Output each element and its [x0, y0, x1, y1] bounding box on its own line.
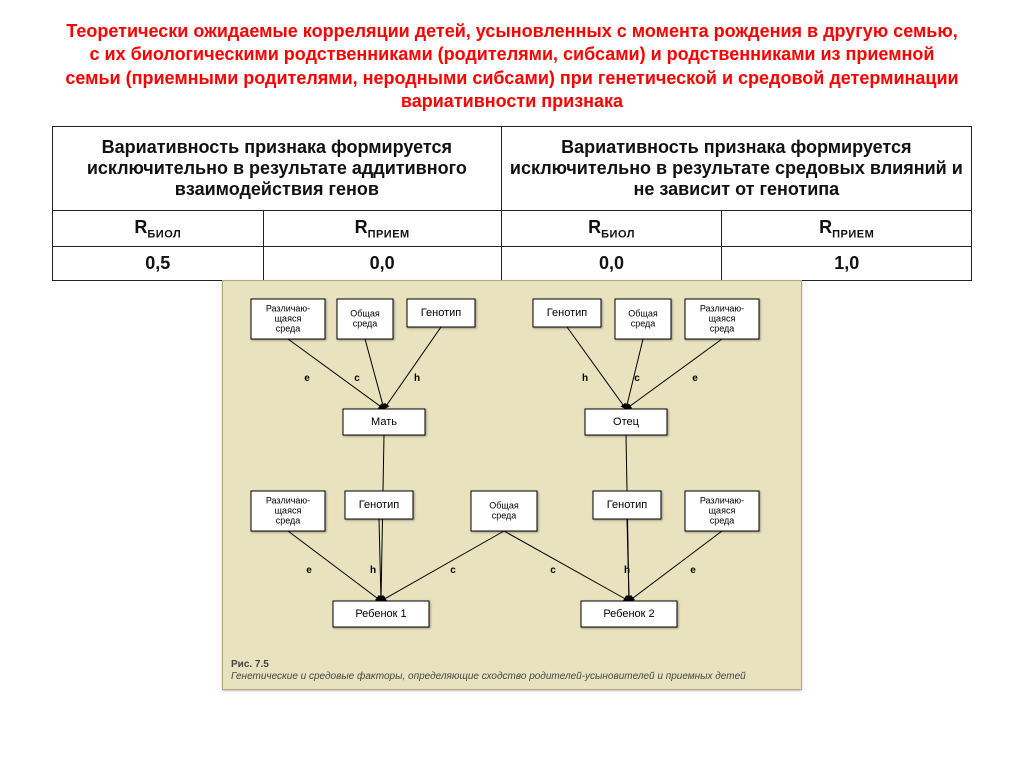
- edge-label-c: c: [354, 373, 360, 384]
- correlations-table: Вариативность признака формируется исклю…: [52, 126, 972, 282]
- val-gen-biol: 0,5: [53, 247, 264, 281]
- node-label-p_shared_m: среда: [353, 319, 378, 329]
- edge-label-e: e: [304, 373, 310, 384]
- edge-p_diff_m-mother: [288, 339, 384, 409]
- node-label-c_gen_2: Генотип: [607, 499, 647, 511]
- edge-label-h: h: [582, 373, 588, 384]
- edge-c_shared-child1: [381, 531, 504, 601]
- label-r-biol-2: RБИОЛ: [501, 210, 722, 247]
- edge-label-e: e: [692, 373, 698, 384]
- val-gen-priem: 0,0: [263, 247, 501, 281]
- node-label-p_diff_f: щаяся: [709, 314, 736, 324]
- node-label-c_diff_2: щаяся: [709, 506, 736, 516]
- path-diagram: Различаю-щаясясредаОбщаясредаГенотипГено…: [222, 280, 802, 690]
- page-title: Теоретически ожидаемые корреляции детей,…: [62, 20, 962, 114]
- node-label-c_diff_1: среда: [276, 516, 301, 526]
- node-label-p_shared_f: Общая: [628, 309, 658, 319]
- val-env-priem: 1,0: [722, 247, 972, 281]
- node-label-father: Отец: [613, 416, 640, 428]
- node-label-p_diff_m: щаяся: [275, 314, 302, 324]
- node-label-c_shared: среда: [492, 511, 517, 521]
- node-label-c_gen_1: Генотип: [359, 499, 399, 511]
- edge-c_shared-child2: [504, 531, 629, 601]
- node-label-p_gen_f: Генотип: [547, 307, 587, 319]
- edge-c_diff_2-child2: [629, 531, 722, 601]
- label-r-biol-1: RБИОЛ: [53, 210, 264, 247]
- node-label-p_shared_f: среда: [631, 319, 656, 329]
- node-label-p_shared_m: Общая: [350, 309, 380, 319]
- edge-label-h: h: [370, 565, 376, 576]
- edge-label-c: c: [450, 565, 456, 576]
- node-label-p_diff_f: Различаю-: [700, 304, 744, 314]
- edge-p_shared_m-mother: [365, 339, 384, 409]
- edge-c_diff_1-child1: [288, 531, 381, 601]
- edge-label-c: c: [634, 373, 640, 384]
- node-label-p_diff_m: Различаю-: [266, 304, 310, 314]
- node-label-c_shared: Общая: [489, 501, 519, 511]
- edge-label-h: h: [624, 565, 630, 576]
- diagram-caption: Рис. 7.5 Генетические и средовые факторы…: [231, 659, 746, 683]
- col-header-genetic: Вариативность признака формируется исклю…: [53, 126, 502, 210]
- edge-c_gen_1-child1: [379, 519, 381, 601]
- node-label-mother: Мать: [371, 416, 397, 428]
- val-env-biol: 0,0: [501, 247, 722, 281]
- node-label-child2: Ребенок 2: [603, 608, 654, 620]
- node-label-c_diff_1: щаяся: [275, 506, 302, 516]
- label-r-priem-1: RПРИЕМ: [263, 210, 501, 247]
- edge-label-e: e: [690, 565, 696, 576]
- node-label-p_diff_m: среда: [276, 324, 301, 334]
- col-header-environmental: Вариативность признака формируется исклю…: [501, 126, 971, 210]
- edge-label-c: c: [550, 565, 556, 576]
- edge-label-h: h: [414, 373, 420, 384]
- node-label-p_diff_f: среда: [710, 324, 735, 334]
- node-label-c_diff_1: Различаю-: [266, 496, 310, 506]
- label-r-priem-2: RПРИЕМ: [722, 210, 972, 247]
- node-label-c_diff_2: среда: [710, 516, 735, 526]
- edge-label-e: e: [306, 565, 312, 576]
- node-label-child1: Ребенок 1: [355, 608, 406, 620]
- node-label-c_diff_2: Различаю-: [700, 496, 744, 506]
- node-label-p_gen_m: Генотип: [421, 307, 461, 319]
